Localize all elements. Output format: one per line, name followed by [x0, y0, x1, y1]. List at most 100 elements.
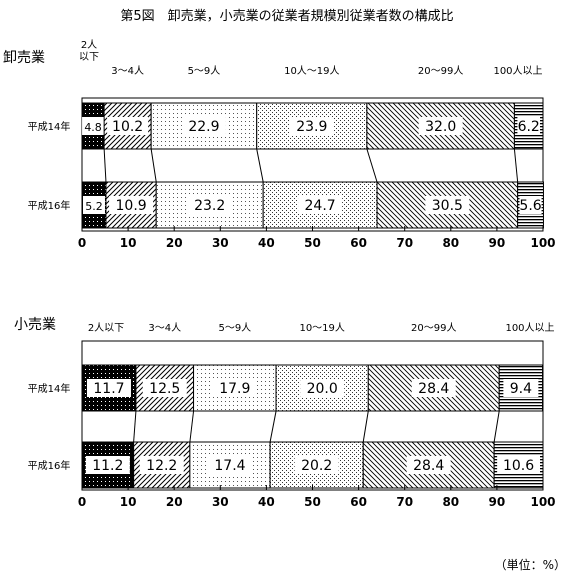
data-label: 5.6 [519, 198, 541, 214]
data-label: 6.2 [518, 119, 540, 135]
legend-label: 5～9人 [188, 65, 221, 77]
x-tick-label: 90 [489, 495, 506, 509]
x-tick-label: 0 [78, 236, 86, 250]
category-label: 平成16年 [28, 459, 71, 472]
legend-label: 2人以下 [88, 322, 124, 334]
data-label-bg [406, 456, 451, 474]
data-label-bg [298, 196, 343, 214]
x-tick-label: 50 [304, 236, 321, 250]
data-label-bg [207, 456, 252, 474]
connector-line [362, 410, 369, 443]
connector-line [189, 410, 195, 443]
connector-line [493, 410, 500, 443]
x-tick-label: 100 [530, 495, 555, 509]
x-tick-label: 20 [166, 236, 183, 250]
data-label-bg [503, 379, 539, 397]
unit-note: （単位：%） [494, 558, 566, 572]
data-label-bg [109, 196, 154, 214]
data-label: 23.2 [194, 198, 225, 214]
data-label-bg [289, 117, 334, 135]
legend-label: 3～4人 [111, 65, 144, 77]
legend-label: 100人以上 [505, 322, 554, 334]
data-label: 5.2 [85, 200, 103, 213]
legend-label: 20～99人 [418, 65, 463, 77]
data-label: 24.7 [305, 198, 336, 214]
data-label-bg [212, 379, 257, 397]
data-label: 10.2 [112, 119, 143, 135]
data-label: 17.4 [214, 458, 245, 474]
x-tick-label: 40 [258, 236, 275, 250]
x-tick-label: 10 [120, 236, 137, 250]
data-label: 11.2 [92, 458, 123, 474]
x-tick-label: 10 [120, 495, 137, 509]
category-label: 平成14年 [28, 120, 71, 133]
connector-line [513, 148, 519, 183]
data-label-bg [519, 196, 542, 214]
bar-segment [193, 364, 277, 412]
data-label: 12.5 [149, 381, 180, 397]
connector-line [103, 148, 107, 183]
data-label: 30.5 [432, 198, 463, 214]
legend-label: 5～9人 [218, 322, 251, 334]
x-tick-label: 100 [530, 236, 555, 250]
x-tick-label: 20 [166, 495, 183, 509]
x-tick-label: 90 [489, 236, 506, 250]
data-label: 10.9 [116, 198, 147, 214]
legend-label: 3～4人 [148, 322, 181, 334]
data-label-bg [107, 117, 149, 135]
x-tick-label: 0 [78, 495, 86, 509]
legend-label: 20～99人 [411, 322, 456, 334]
data-label-bg [86, 379, 131, 397]
data-label-bg [411, 379, 456, 397]
data-label: 32.0 [425, 119, 456, 135]
section-label: 卸売業 [3, 50, 45, 66]
data-label-bg [294, 456, 339, 474]
legend-label: 100人以上 [493, 65, 542, 77]
data-label-bg [425, 196, 470, 214]
data-label: 10.6 [503, 458, 534, 474]
connector-line [133, 410, 137, 443]
data-label: 28.4 [413, 458, 444, 474]
legend-label: 10～19人 [299, 322, 344, 334]
legend-label: 10人～19人 [284, 65, 339, 77]
section-label: 小売業 [14, 317, 56, 333]
data-label-bg [139, 456, 184, 474]
x-tick-label: 80 [442, 236, 459, 250]
x-tick-label: 30 [212, 495, 229, 509]
data-label-bg [418, 117, 463, 135]
data-label: 20.2 [301, 458, 332, 474]
x-tick-label: 40 [258, 495, 275, 509]
category-label: 平成14年 [28, 382, 71, 395]
data-label: 9.4 [510, 381, 532, 397]
connector-line [269, 410, 277, 443]
legend-label: 2人以下 [79, 39, 99, 63]
x-tick-label: 80 [442, 495, 459, 509]
category-label: 平成16年 [28, 199, 71, 212]
data-label: 17.9 [219, 381, 250, 397]
data-label: 23.9 [296, 119, 327, 135]
data-label-bg [142, 379, 187, 397]
connector-line [256, 148, 264, 183]
data-label-bg [82, 117, 105, 135]
x-tick-label: 70 [396, 495, 413, 509]
chart-title: 第5図 卸売業，小売業の従業者規模別従業者数の構成比 [120, 9, 454, 24]
data-label: 28.4 [418, 381, 449, 397]
x-tick-label: 30 [212, 236, 229, 250]
data-label-bg [82, 196, 105, 214]
data-label-bg [181, 117, 226, 135]
connector-line [150, 148, 157, 183]
x-tick-label: 60 [350, 495, 367, 509]
x-tick-label: 50 [304, 495, 321, 509]
x-tick-label: 70 [396, 236, 413, 250]
data-label: 20.0 [307, 381, 338, 397]
data-label-bg [187, 196, 232, 214]
data-label-bg [85, 456, 130, 474]
x-tick-label: 60 [350, 236, 367, 250]
data-label-bg [300, 379, 345, 397]
data-label: 11.7 [93, 381, 124, 397]
data-label: 12.2 [146, 458, 177, 474]
